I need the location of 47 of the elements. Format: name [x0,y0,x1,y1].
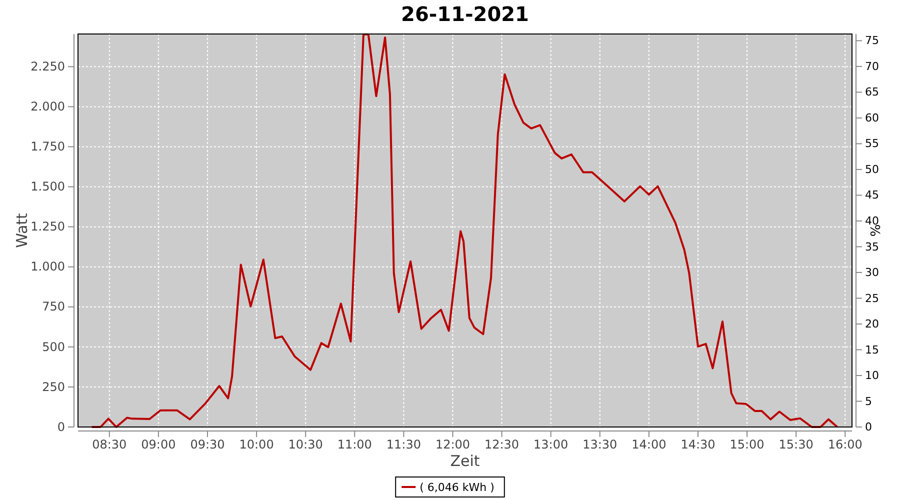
y2-tick-label: 5 [865,394,872,408]
x-tick-label: 14:00 [632,438,666,452]
x-tick-label: 09:30 [190,438,225,452]
y-tick-label: 250 [42,380,65,394]
y-tick-label: 1.500 [30,180,65,194]
y-tick-label: 750 [42,300,65,314]
x-tick-label: 15:00 [730,438,764,452]
x-tick-label: 11:00 [337,438,372,452]
x-tick-label: 09:00 [141,438,176,452]
x-tick-label: 14:30 [680,438,716,452]
y-tick-label: 1.000 [30,260,65,274]
y2-tick-label: 0 [865,420,872,434]
x-tick-label: 13:30 [582,438,618,452]
y2-tick-label: 35 [865,240,879,254]
y2-tick-label: 20 [865,318,879,331]
chart-title: 26-11-2021 [401,2,529,26]
y2-tick-label: 70 [865,60,879,73]
x-tick-label: 08:30 [92,438,127,452]
x-tick-label: 10:30 [288,438,323,452]
y2-axis-title: % [869,224,884,237]
x-tick-label: 12:00 [435,438,470,452]
y2-tick-label: 30 [865,266,879,279]
y2-tick-label: 75 [865,34,879,48]
x-tick-label: 13:00 [534,438,568,452]
x-tick-label: 12:30 [484,438,520,452]
x-tick-label: 16:00 [828,438,862,452]
y-tick-label: 1.250 [30,220,65,234]
x-axis-title: Zeit [450,452,480,470]
y-tick-label: 1.750 [30,140,65,154]
legend-label: ( 6,046 kWh ) [420,481,494,494]
y2-tick-label: 25 [865,292,879,305]
y-tick-label: 0 [57,420,65,434]
y-tick-label: 2.000 [30,100,65,114]
x-tick-label: 15:30 [778,438,814,452]
y-tick-label: 2.250 [30,60,65,74]
y2-tick-label: 10 [865,369,879,382]
y2-tick-label: 60 [865,111,879,124]
y2-tick-label: 50 [865,162,879,176]
x-tick-label: 10:00 [239,438,274,452]
line-series [90,33,838,428]
x-tick-label: 11:30 [386,438,421,452]
y-axis-title: Watt [13,212,31,248]
y2-tick-label: 55 [865,137,879,150]
y-tick-label: 500 [42,340,65,354]
y2-tick-label: 45 [865,188,879,202]
y2-tick-label: 65 [865,86,879,99]
y2-tick-label: 15 [865,343,879,356]
